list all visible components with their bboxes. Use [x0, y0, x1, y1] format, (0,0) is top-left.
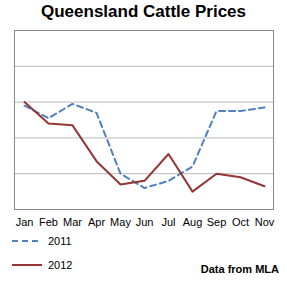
svg-text:Mar: Mar: [63, 216, 82, 228]
svg-text:Aug: Aug: [183, 216, 203, 228]
svg-text:Jan: Jan: [16, 216, 34, 228]
svg-text:Jul: Jul: [161, 216, 175, 228]
html-text:2012: 2012: [48, 259, 73, 271]
html-text:Data from MLA: Data from MLA: [200, 263, 279, 275]
svg-text:Sep: Sep: [207, 216, 227, 228]
svg-text:Oct: Oct: [232, 216, 249, 228]
svg-text:May: May: [110, 216, 131, 228]
html-text:2011: 2011: [48, 235, 72, 247]
svg-text:Nov: Nov: [255, 216, 275, 228]
svg-text:Feb: Feb: [39, 216, 58, 228]
html-text:Queensland Cattle Prices: Queensland Cattle Prices: [41, 2, 246, 21]
svg-text:Jun: Jun: [136, 216, 154, 228]
svg-text:Apr: Apr: [88, 216, 105, 228]
